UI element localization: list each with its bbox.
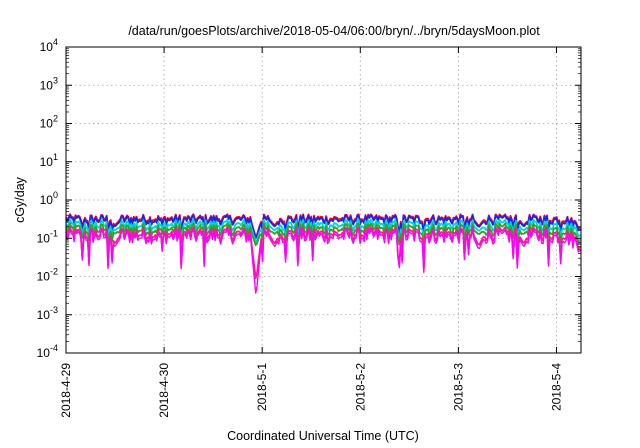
series-line-5 xyxy=(65,226,581,280)
y-tick-label: 10-3 xyxy=(37,305,58,322)
x-tick-label: 2018-5-4 xyxy=(549,363,563,411)
x-axis-ticks: 2018-4-29 2018-4-30 2018-5-1 2018-5-2 2018-5… xyxy=(59,47,563,418)
x-tick-label: 2018-5-1 xyxy=(255,363,269,411)
series-lines xyxy=(65,213,582,294)
y-tick-label: 10-2 xyxy=(37,267,58,284)
grid-lines xyxy=(66,47,581,353)
series-line-2 xyxy=(65,214,581,239)
y-axis-ticks: 10-4 10-3 10-2 10-1 100 101 102 103 104 xyxy=(37,37,581,360)
y-axis-label: cGy/day xyxy=(13,176,27,223)
y-tick-label: 10-4 xyxy=(37,343,58,360)
y-tick-label: 102 xyxy=(40,114,58,131)
y-tick-label: 101 xyxy=(40,152,58,169)
y-tick-label: 103 xyxy=(40,75,58,92)
y-tick-label: 104 xyxy=(40,37,58,54)
series-line-6 xyxy=(65,228,582,294)
y-tick-label: 10-1 xyxy=(37,228,58,245)
x-tick-label: 2018-5-2 xyxy=(353,363,367,411)
y-tick-label: 100 xyxy=(40,190,58,207)
chart-title: /data/run/goesPlots/archive/2018-05-04/0… xyxy=(128,24,540,38)
x-tick-label: 2018-5-3 xyxy=(451,363,465,411)
x-axis-label: Coordinated Universal Time (UTC) xyxy=(227,429,419,443)
x-tick-label: 2018-4-30 xyxy=(157,363,171,418)
x-tick-label: 2018-4-29 xyxy=(59,363,73,418)
